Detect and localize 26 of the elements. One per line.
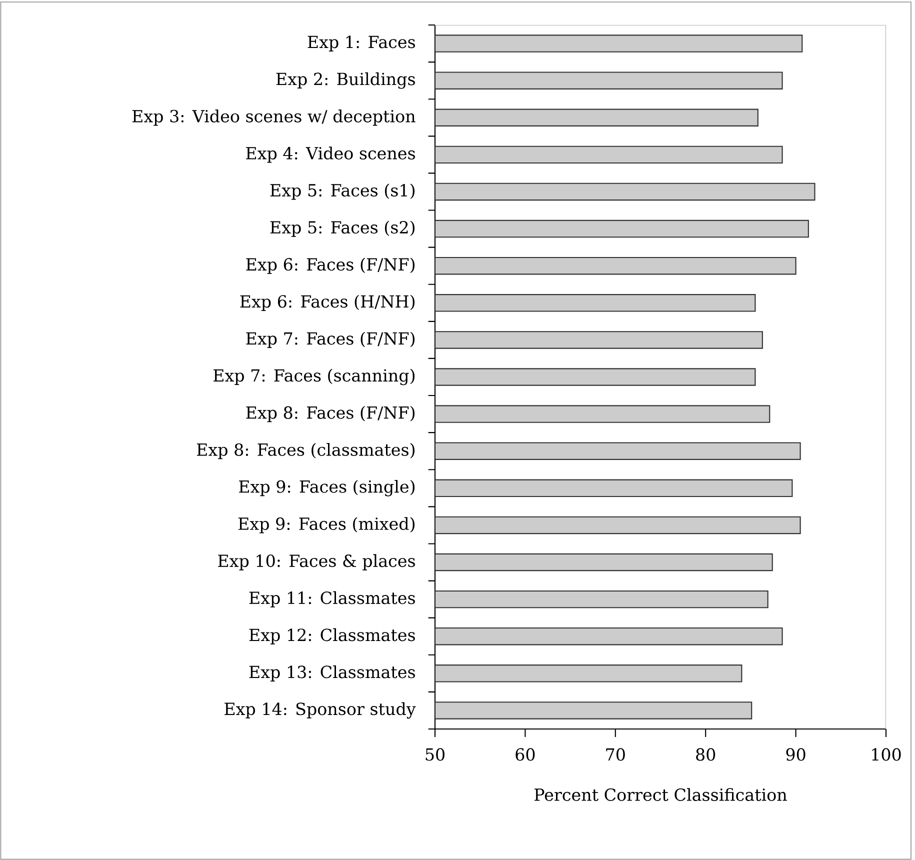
y-tick-label: Exp 5: Faces (s1)	[270, 184, 414, 200]
y-tick-label: Exp 9: Faces (mixed)	[238, 517, 415, 534]
y-tick-label: Exp 8: Faces (classmates)	[196, 443, 414, 460]
y-tick-label: Exp 4: Video scenes	[246, 146, 415, 163]
y-tick-label: Exp 2: Buildings	[276, 72, 415, 89]
x-tick-label: 80	[696, 748, 716, 761]
y-tick-label: Exp 1: Faces	[308, 36, 415, 52]
y-tick-label: Exp 10: Faces & places	[218, 554, 415, 570]
y-tick-label: Exp 13: Classmates	[249, 665, 415, 682]
y-tick-label: Exp 3: Video scenes w/ deception	[132, 110, 416, 126]
y-tick-label: Exp 6: Faces (H/NH)	[240, 294, 415, 311]
x-tick-label: 50	[426, 748, 444, 761]
y-tick-label: Exp 7: Faces (F/NF)	[246, 332, 415, 348]
y-tick-label: Exp 12: Classmates	[249, 628, 415, 644]
y-tick-label: Exp 8: Faces (F/NF)	[246, 406, 415, 422]
x-tick-label: 60	[516, 748, 535, 761]
y-tick-label: Exp 7: Faces (scanning)	[214, 368, 414, 386]
x-tick-label: 70	[606, 748, 625, 761]
y-tick-label: Exp 9: Faces (single)	[239, 480, 415, 496]
y-tick-label: Exp 6: Faces (F/NF)	[246, 258, 415, 274]
y-tick-label: Exp 14: Sponsor study	[224, 702, 416, 719]
y-tick-label: Exp 5: Faces (s2)	[270, 220, 414, 237]
x-tick-label: 100	[872, 748, 901, 761]
y-tick-label: Exp 11: Classmates	[249, 591, 415, 608]
x-tick-label: 90	[786, 748, 806, 761]
x-axis-title: Percent Correct Classification	[534, 788, 787, 802]
